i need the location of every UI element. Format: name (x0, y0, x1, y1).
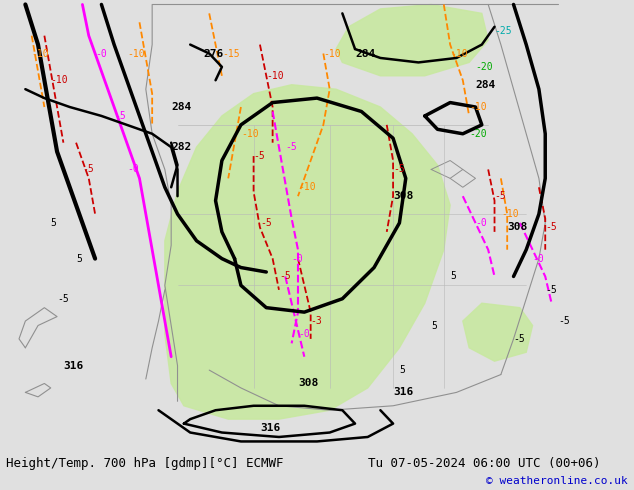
Text: -10: -10 (323, 49, 341, 58)
Text: -0: -0 (533, 254, 545, 264)
Text: -20: -20 (469, 129, 487, 139)
Text: Height/Temp. 700 hPa [gdmp][°C] ECMWF: Height/Temp. 700 hPa [gdmp][°C] ECMWF (6, 457, 284, 470)
Text: -0: -0 (292, 254, 304, 264)
Text: -25: -25 (495, 26, 512, 36)
Text: 282: 282 (171, 142, 191, 152)
Text: 276: 276 (203, 49, 223, 58)
Text: 316: 316 (260, 423, 280, 433)
Text: -5: -5 (279, 271, 291, 281)
Text: -5: -5 (393, 165, 405, 174)
Text: -10: -10 (51, 75, 68, 85)
Text: -10: -10 (32, 49, 49, 58)
Text: -5: -5 (545, 222, 557, 232)
Text: -10: -10 (298, 182, 316, 192)
Text: -3: -3 (311, 316, 323, 326)
Text: -0: -0 (476, 218, 488, 228)
Polygon shape (165, 85, 450, 419)
Text: -0: -0 (95, 49, 107, 58)
Polygon shape (336, 4, 488, 76)
Text: © weatheronline.co.uk: © weatheronline.co.uk (486, 476, 628, 487)
Text: 5: 5 (431, 320, 437, 331)
Text: -5: -5 (82, 165, 94, 174)
Text: -5: -5 (114, 111, 126, 121)
Text: -5: -5 (57, 294, 69, 304)
Text: 5: 5 (399, 365, 405, 375)
Text: -0: -0 (298, 329, 310, 340)
Text: -5: -5 (260, 218, 272, 228)
Text: 284: 284 (355, 49, 375, 58)
Text: 5: 5 (51, 218, 56, 228)
Text: -10: -10 (469, 102, 487, 112)
Text: Tu 07-05-2024 06:00 UTC (00+06): Tu 07-05-2024 06:00 UTC (00+06) (368, 457, 600, 470)
Text: 284: 284 (476, 80, 496, 90)
Text: -10: -10 (241, 129, 259, 139)
Text: 308: 308 (298, 378, 318, 389)
Text: -5: -5 (514, 334, 526, 344)
Text: -10: -10 (127, 49, 145, 58)
Text: -5: -5 (558, 316, 570, 326)
Text: 5: 5 (450, 271, 456, 281)
Text: -10: -10 (266, 71, 284, 81)
Text: -5: -5 (495, 191, 507, 201)
Text: -20: -20 (476, 62, 493, 72)
Text: 5: 5 (76, 254, 82, 264)
Text: 284: 284 (171, 102, 191, 112)
Text: 308: 308 (393, 191, 413, 201)
Text: -5: -5 (254, 151, 266, 161)
Text: 316: 316 (393, 388, 413, 397)
Text: -10: -10 (450, 49, 468, 58)
Text: -5: -5 (285, 142, 297, 152)
Text: -5: -5 (545, 285, 557, 295)
Text: 308: 308 (507, 222, 527, 232)
Text: -0: -0 (127, 165, 139, 174)
Text: 316: 316 (63, 361, 84, 370)
Polygon shape (463, 303, 533, 361)
Text: -10: -10 (501, 209, 519, 219)
Text: -15: -15 (222, 49, 240, 58)
